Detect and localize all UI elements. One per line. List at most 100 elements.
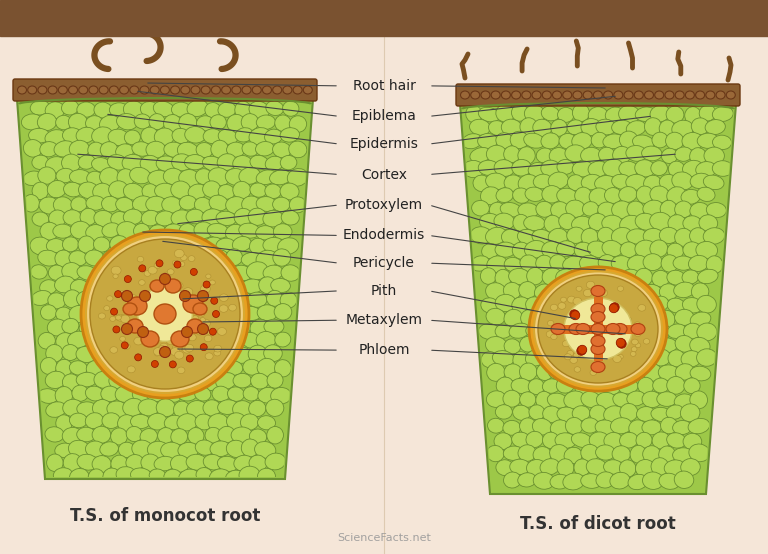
Ellipse shape bbox=[63, 399, 83, 417]
Ellipse shape bbox=[626, 283, 647, 299]
Ellipse shape bbox=[156, 311, 166, 320]
Ellipse shape bbox=[551, 119, 568, 136]
Circle shape bbox=[114, 291, 121, 297]
Ellipse shape bbox=[264, 129, 283, 144]
Ellipse shape bbox=[595, 445, 615, 460]
Ellipse shape bbox=[588, 213, 607, 230]
Ellipse shape bbox=[644, 363, 662, 381]
Ellipse shape bbox=[482, 352, 498, 368]
Ellipse shape bbox=[660, 284, 677, 300]
Ellipse shape bbox=[520, 418, 536, 434]
Ellipse shape bbox=[241, 279, 263, 294]
Ellipse shape bbox=[41, 357, 57, 375]
Ellipse shape bbox=[158, 346, 166, 352]
Ellipse shape bbox=[180, 255, 187, 260]
Ellipse shape bbox=[23, 194, 39, 212]
Ellipse shape bbox=[659, 227, 678, 243]
Ellipse shape bbox=[683, 433, 702, 450]
Ellipse shape bbox=[32, 182, 48, 199]
Ellipse shape bbox=[142, 309, 147, 313]
Ellipse shape bbox=[635, 323, 653, 339]
Ellipse shape bbox=[88, 142, 104, 158]
Ellipse shape bbox=[85, 116, 103, 130]
Ellipse shape bbox=[603, 159, 624, 177]
Ellipse shape bbox=[674, 309, 694, 325]
Ellipse shape bbox=[99, 86, 108, 94]
Ellipse shape bbox=[227, 331, 245, 348]
Ellipse shape bbox=[628, 363, 644, 379]
Ellipse shape bbox=[579, 311, 584, 315]
Ellipse shape bbox=[589, 270, 610, 286]
Ellipse shape bbox=[141, 331, 159, 347]
Ellipse shape bbox=[69, 140, 89, 157]
Circle shape bbox=[121, 290, 133, 301]
Ellipse shape bbox=[589, 432, 609, 449]
Ellipse shape bbox=[184, 155, 206, 170]
Ellipse shape bbox=[226, 224, 244, 241]
Ellipse shape bbox=[171, 331, 189, 347]
Ellipse shape bbox=[243, 360, 261, 375]
Ellipse shape bbox=[524, 216, 545, 230]
Ellipse shape bbox=[149, 469, 167, 483]
Circle shape bbox=[174, 261, 181, 268]
Ellipse shape bbox=[627, 201, 644, 218]
Ellipse shape bbox=[155, 306, 161, 311]
Ellipse shape bbox=[511, 378, 531, 393]
Ellipse shape bbox=[634, 160, 655, 177]
Ellipse shape bbox=[116, 250, 134, 266]
Ellipse shape bbox=[239, 223, 260, 238]
Ellipse shape bbox=[197, 277, 213, 293]
Ellipse shape bbox=[551, 324, 565, 335]
Ellipse shape bbox=[541, 297, 563, 312]
Ellipse shape bbox=[626, 121, 646, 136]
Ellipse shape bbox=[164, 224, 184, 240]
Ellipse shape bbox=[111, 455, 128, 473]
Ellipse shape bbox=[187, 265, 207, 283]
Ellipse shape bbox=[541, 350, 561, 365]
Ellipse shape bbox=[194, 197, 211, 213]
Ellipse shape bbox=[486, 391, 506, 407]
Ellipse shape bbox=[227, 440, 247, 458]
Ellipse shape bbox=[280, 183, 299, 200]
Ellipse shape bbox=[691, 283, 709, 300]
Ellipse shape bbox=[567, 120, 584, 135]
Ellipse shape bbox=[216, 373, 237, 389]
Ellipse shape bbox=[542, 432, 559, 449]
Ellipse shape bbox=[598, 323, 605, 330]
Ellipse shape bbox=[256, 141, 274, 156]
Ellipse shape bbox=[508, 269, 530, 285]
Ellipse shape bbox=[48, 210, 66, 227]
Ellipse shape bbox=[631, 339, 638, 345]
Ellipse shape bbox=[705, 120, 725, 135]
Ellipse shape bbox=[281, 211, 300, 225]
Ellipse shape bbox=[121, 315, 130, 323]
Ellipse shape bbox=[666, 405, 684, 419]
Ellipse shape bbox=[139, 320, 158, 336]
Ellipse shape bbox=[481, 187, 501, 205]
Ellipse shape bbox=[588, 320, 596, 327]
Ellipse shape bbox=[94, 263, 114, 281]
Ellipse shape bbox=[604, 338, 611, 343]
Ellipse shape bbox=[184, 304, 190, 309]
Ellipse shape bbox=[233, 181, 251, 199]
Circle shape bbox=[610, 303, 619, 312]
Ellipse shape bbox=[63, 454, 81, 471]
Ellipse shape bbox=[529, 405, 545, 420]
Ellipse shape bbox=[567, 351, 574, 356]
Ellipse shape bbox=[580, 255, 601, 273]
Ellipse shape bbox=[22, 114, 43, 130]
Ellipse shape bbox=[581, 418, 599, 433]
Ellipse shape bbox=[46, 345, 63, 362]
Ellipse shape bbox=[462, 134, 482, 148]
Text: Cortex: Cortex bbox=[361, 167, 407, 182]
Ellipse shape bbox=[138, 399, 159, 416]
Ellipse shape bbox=[604, 91, 613, 99]
Ellipse shape bbox=[572, 104, 590, 122]
Ellipse shape bbox=[152, 284, 161, 291]
Ellipse shape bbox=[186, 209, 204, 224]
Circle shape bbox=[156, 260, 163, 267]
Ellipse shape bbox=[232, 347, 251, 363]
Text: Dicot Root: Dicot Root bbox=[548, 6, 687, 30]
Ellipse shape bbox=[211, 276, 229, 293]
Ellipse shape bbox=[587, 327, 594, 334]
